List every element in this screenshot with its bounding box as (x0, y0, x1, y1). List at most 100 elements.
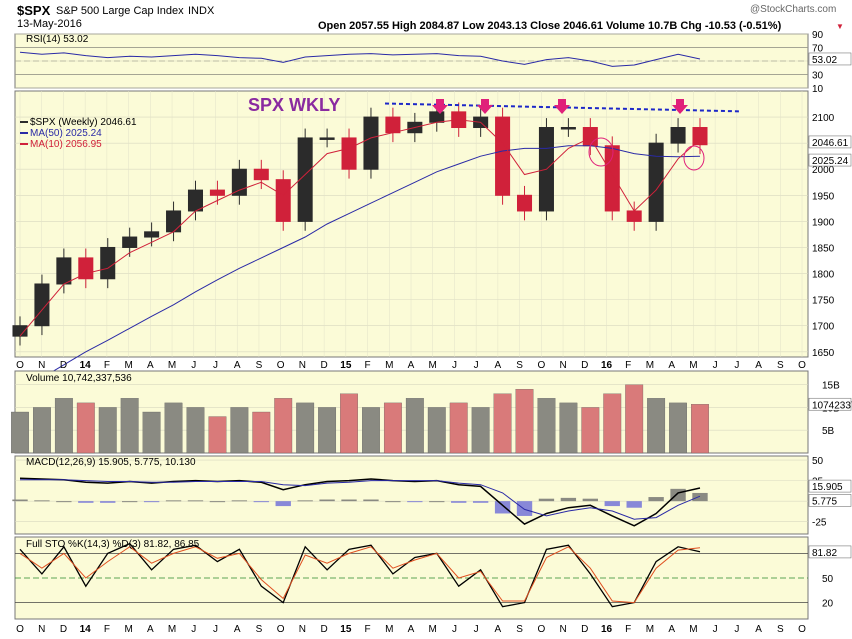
rsi-last-value: 53.02 (812, 55, 837, 66)
price-tick: 1700 (812, 322, 835, 333)
macd-histogram-bar (626, 501, 642, 508)
volume-bar (625, 384, 644, 454)
volume-bar (603, 393, 622, 454)
rsi-last-value-box (808, 52, 852, 66)
volume-bar (120, 398, 139, 454)
macd-last-value-box (808, 479, 852, 493)
bottom-x-tick: A (668, 624, 675, 635)
price-x-tick: M (124, 360, 132, 371)
candle-body (100, 246, 116, 280)
bottom-x-tick: A (408, 624, 415, 635)
rsi-line (19, 51, 701, 67)
chart-date: 13-May-2016 (17, 18, 82, 30)
ma50-last-value-box (808, 153, 852, 167)
bottom-x-tick: O (277, 624, 285, 635)
volume-bar (559, 402, 578, 454)
bottom-x-tick: S (777, 624, 784, 635)
macd-histogram-bar (12, 499, 28, 502)
rsi-tick: 30 (812, 71, 824, 82)
macd-histogram-bar (670, 488, 686, 502)
rsi-tick: 10 (812, 84, 824, 95)
arrow-down-icon (558, 99, 566, 105)
volume-bar (274, 398, 293, 454)
macd-histogram-bar (34, 500, 50, 502)
macd-histogram-bar (429, 501, 445, 503)
volume-bar (669, 402, 687, 454)
volume-bar (98, 407, 117, 454)
candle-body (56, 257, 72, 285)
macd-histogram-bar (407, 501, 423, 503)
sto-title: Full STO %K(14,3) %D(3) 81.82, 86.85 (26, 539, 200, 550)
price-x-tick: J (191, 360, 196, 371)
bottom-x-tick: N (559, 624, 566, 635)
volume-tick: 5B (822, 426, 835, 437)
price-x-tick: J (713, 360, 718, 371)
volume-bar (33, 407, 51, 454)
bottom-x-tick: S (516, 624, 523, 635)
legend-entry: $SPX (Weekly) 2046.61 (30, 117, 137, 128)
bottom-x-tick: A (495, 624, 502, 635)
arrow-down-icon (477, 105, 493, 114)
bottom-x-tick: A (755, 624, 762, 635)
macd-histogram-bar (165, 500, 182, 502)
price-x-tick: M (429, 360, 437, 371)
price-tick: 2000 (812, 165, 835, 176)
sto-last-value: 81.82 (812, 548, 837, 559)
bottom-x-tick: N (299, 624, 306, 635)
price-last-value: 2046.61 (812, 138, 849, 149)
candle-body (429, 111, 445, 123)
bottom-x-tick: D (581, 624, 588, 635)
bottom-x-tick: M (385, 624, 393, 635)
ma50-last-value: 2025.24 (812, 156, 849, 167)
watermark: @StockCharts.com (750, 4, 837, 15)
sto-k-line (19, 542, 701, 608)
macd-last-value: 15.905 (812, 482, 843, 493)
volume-bar (318, 407, 337, 454)
annotation-circle (588, 137, 614, 167)
macd-histogram-bar (648, 497, 664, 502)
bottom-x-tick: A (234, 624, 241, 635)
candle-body (319, 137, 335, 140)
candle-body (516, 194, 533, 212)
macd-histogram-bar (604, 501, 620, 507)
bottom-x-tick: F (104, 624, 110, 635)
price-tick: 1900 (812, 217, 835, 228)
macd-histogram-bar (494, 501, 511, 514)
volume-bar (252, 411, 271, 454)
bottom-x-tick: J (734, 624, 739, 635)
price-x-tick: J (734, 360, 739, 371)
bottom-x-tick: J (191, 624, 196, 635)
macd-histogram-bar (363, 499, 379, 502)
macd-histogram-bar (582, 498, 598, 502)
annotation-title: SPX WKLY (248, 95, 340, 115)
candle-body (670, 127, 686, 144)
price-x-tick: A (668, 360, 675, 371)
ticker-exchange: INDX (188, 5, 215, 17)
price-x-tick: N (38, 360, 45, 371)
volume-last-value-box (808, 397, 852, 411)
bottom-x-tick: M (124, 624, 132, 635)
macd-histogram-bar (100, 501, 116, 503)
volume-bar (296, 402, 315, 454)
bottom-x-tick: J (474, 624, 479, 635)
sto-tick: 50 (822, 574, 834, 585)
arrow-down-icon (481, 99, 489, 105)
ticker-symbol: $SPX (17, 3, 51, 18)
sto-tick: 20 (822, 599, 834, 610)
price-x-tick: A (408, 360, 415, 371)
bottom-x-tick: 16 (601, 624, 613, 635)
down-triangle-icon: ▼ (836, 22, 844, 31)
sto-d-line (19, 546, 701, 604)
candle-body (187, 189, 204, 212)
legend-entry: MA(10) 2056.95 (30, 139, 102, 150)
macd-title: MACD(12,26,9) 15.905, 5.775, 10.130 (26, 457, 196, 468)
price-x-tick: S (777, 360, 784, 371)
macd-tick: 50 (812, 456, 824, 467)
price-x-tick: 15 (340, 360, 352, 371)
price-x-tick: S (516, 360, 523, 371)
annotation-circle (683, 145, 705, 171)
volume-bar (164, 402, 183, 454)
bottom-x-tick: F (365, 624, 371, 635)
price-x-tick: J (474, 360, 479, 371)
volume-bar (54, 398, 73, 454)
